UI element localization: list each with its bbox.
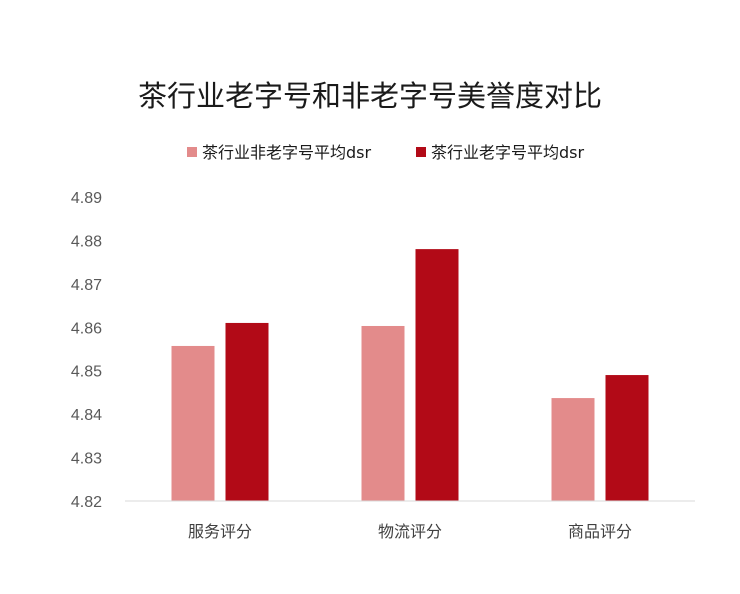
- y-tick-label: 4.82: [71, 494, 102, 511]
- legend-swatch-heritage: [416, 147, 426, 157]
- bars: [171, 249, 649, 501]
- bar-non-heritage: [551, 398, 595, 501]
- legend-item-non-heritage: 茶行业非老字号平均dsr: [187, 143, 371, 162]
- x-category-label: 物流评分: [378, 522, 442, 541]
- y-tick-label: 4.83: [71, 451, 102, 468]
- legend-swatch-non-heritage: [187, 147, 197, 157]
- bar-heritage: [415, 249, 459, 501]
- bar-non-heritage: [361, 325, 405, 501]
- bar-heritage: [605, 375, 649, 501]
- y-tick-label: 4.87: [71, 277, 102, 294]
- legend-label-non-heritage: 茶行业非老字号平均dsr: [202, 143, 371, 162]
- legend-label-heritage: 茶行业老字号平均dsr: [431, 143, 584, 162]
- x-axis-labels: 服务评分 物流评分 商品评分: [188, 522, 632, 541]
- x-category-label: 服务评分: [188, 522, 252, 541]
- bar-non-heritage: [171, 345, 215, 501]
- y-tick-label: 4.89: [71, 190, 102, 207]
- x-category-label: 商品评分: [568, 522, 632, 541]
- legend-item-heritage: 茶行业老字号平均dsr: [416, 143, 584, 162]
- bar-heritage: [225, 322, 269, 501]
- chart-title: 茶行业老字号和非老字号美誉度对比: [138, 79, 602, 113]
- y-tick-label: 4.85: [71, 364, 102, 381]
- y-axis-ticks: 4.89 4.88 4.87 4.86 4.85 4.84 4.83 4.82: [71, 190, 102, 511]
- legend: 茶行业非老字号平均dsr 茶行业老字号平均dsr: [187, 143, 584, 162]
- y-tick-label: 4.86: [71, 320, 102, 337]
- y-tick-label: 4.84: [71, 407, 102, 424]
- y-tick-label: 4.88: [71, 233, 102, 250]
